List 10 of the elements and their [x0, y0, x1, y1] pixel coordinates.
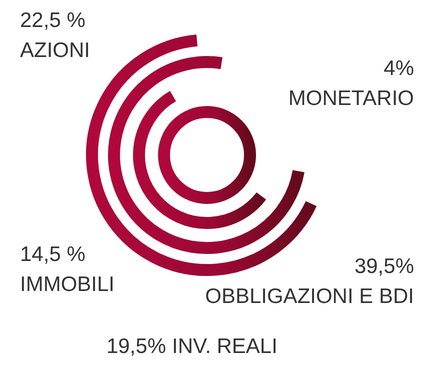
- data-label: 22,5 %: [20, 9, 86, 32]
- data-label: 19,5%: [106, 335, 166, 358]
- category-label: IMMOBILI: [20, 273, 115, 296]
- data-label: 4%: [384, 57, 414, 80]
- category-label: MONETARIO: [288, 87, 414, 110]
- data-label: 39,5%: [354, 255, 414, 278]
- category-label: INV. REALI: [172, 335, 278, 358]
- category-label: AZIONI: [20, 39, 90, 62]
- category-label: OBBLIGAZIONI E BDI: [205, 285, 414, 308]
- data-label: 14,5 %: [20, 243, 86, 266]
